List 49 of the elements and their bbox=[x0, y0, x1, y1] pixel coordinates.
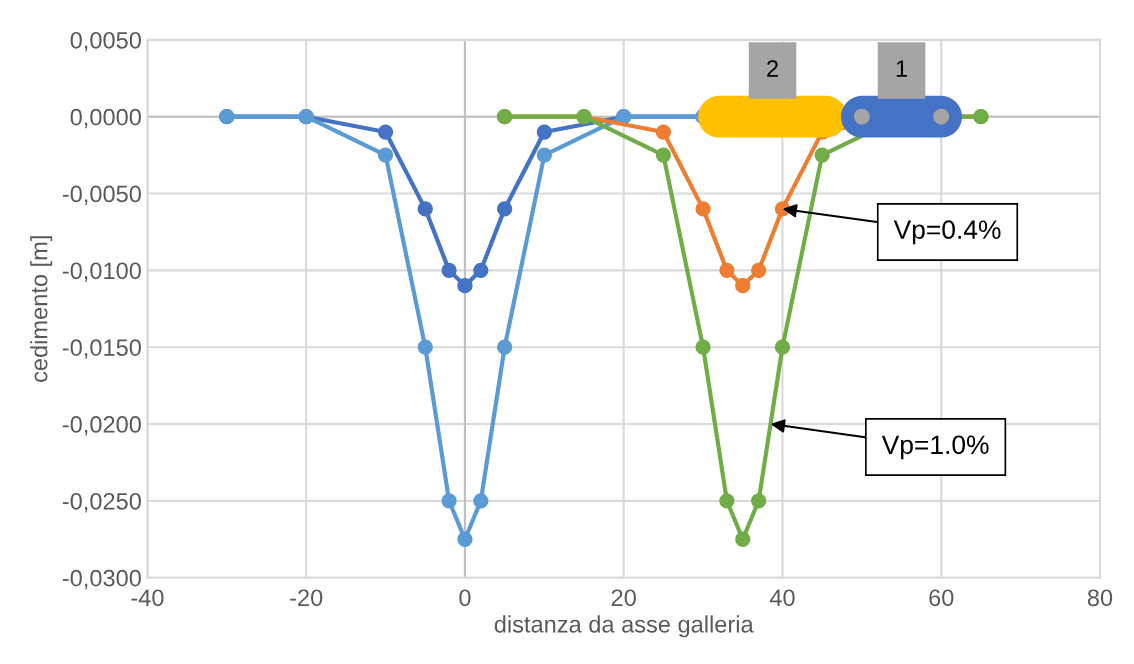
point bbox=[719, 493, 735, 509]
point bbox=[751, 493, 767, 509]
point bbox=[496, 201, 513, 217]
point bbox=[496, 339, 513, 355]
point bbox=[774, 339, 791, 355]
point bbox=[655, 147, 672, 163]
annotation: 2 bbox=[767, 60, 778, 77]
x-tick-label: 80 bbox=[1087, 589, 1113, 607]
point bbox=[377, 124, 394, 140]
point bbox=[751, 262, 767, 278]
point bbox=[814, 147, 830, 163]
y-tick-label: -0,0100 bbox=[62, 262, 141, 282]
point bbox=[655, 124, 672, 140]
x-tick-label: -20 bbox=[290, 589, 323, 607]
point bbox=[853, 108, 870, 125]
point bbox=[377, 147, 394, 163]
point bbox=[735, 531, 751, 547]
y-tick-label: -0,0050 bbox=[62, 185, 141, 206]
point bbox=[457, 278, 473, 294]
annotation: 1 bbox=[896, 60, 907, 77]
x-tick-label: 20 bbox=[611, 589, 636, 607]
x-tick-label: 60 bbox=[929, 589, 954, 607]
x-tick-label: 40 bbox=[769, 589, 795, 607]
y-tick-label: -0,0250 bbox=[62, 492, 141, 513]
point bbox=[933, 108, 950, 125]
point bbox=[695, 339, 711, 355]
point bbox=[441, 262, 457, 278]
point bbox=[735, 278, 751, 294]
point bbox=[441, 493, 457, 509]
point bbox=[473, 493, 489, 509]
y-tick-label: 0,0000 bbox=[70, 108, 141, 129]
point bbox=[536, 147, 552, 163]
y-tick-label: -0,0200 bbox=[62, 416, 141, 436]
x-axis-title: distanza da asse galleria bbox=[494, 615, 754, 638]
y-tick-label: -0,0150 bbox=[62, 339, 141, 359]
annotation: Vp=0.4% bbox=[893, 220, 1001, 245]
point bbox=[719, 262, 735, 278]
x-tick-label: 0 bbox=[459, 589, 471, 607]
annotation: Vp=1.0% bbox=[881, 435, 989, 460]
point bbox=[473, 262, 489, 278]
point bbox=[417, 201, 433, 217]
point bbox=[457, 531, 473, 547]
y-tick-label: -0,0300 bbox=[62, 569, 141, 590]
y-axis-title: cedimento [m] bbox=[30, 236, 53, 382]
x-tick-label: -40 bbox=[131, 589, 164, 607]
point bbox=[536, 124, 552, 140]
y-tick-label: 0,0050 bbox=[70, 31, 141, 52]
point bbox=[695, 201, 711, 217]
point bbox=[417, 339, 433, 355]
